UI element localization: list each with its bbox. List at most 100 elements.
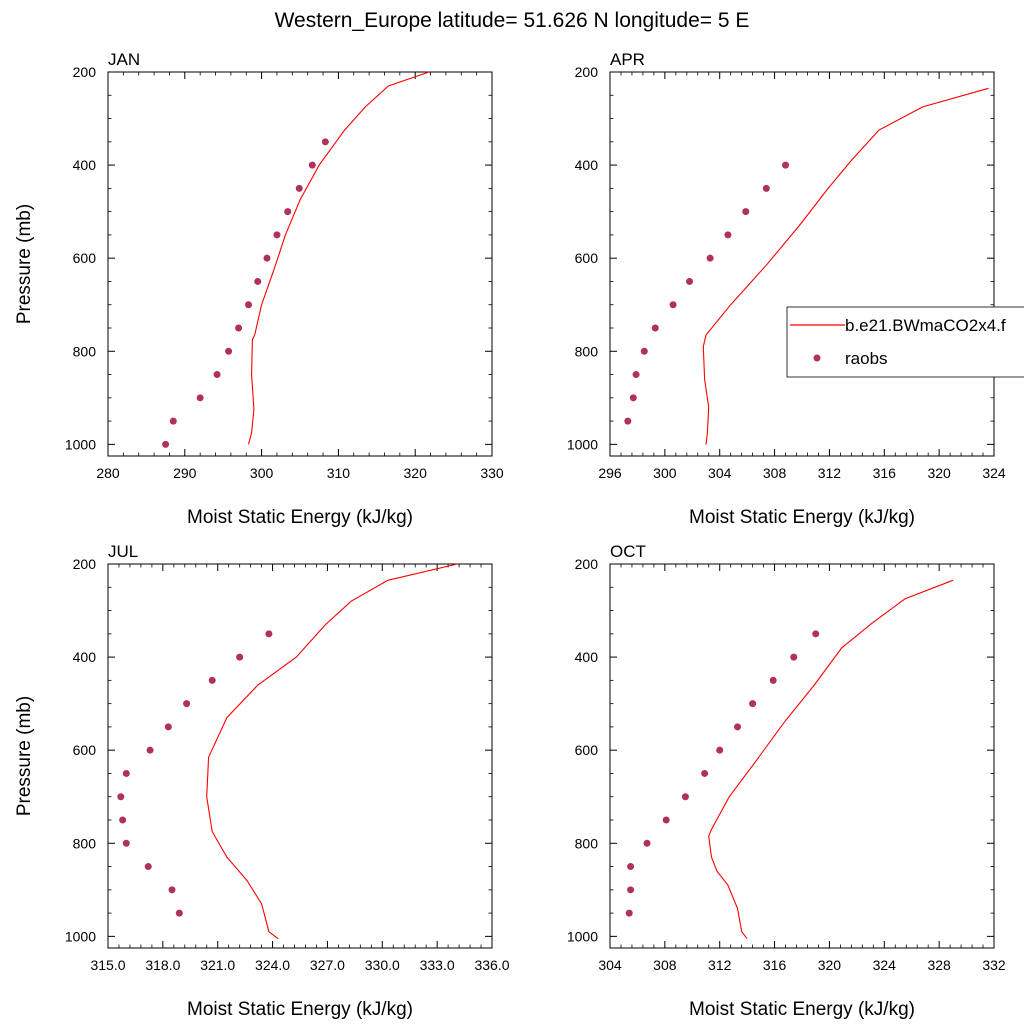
raobs-point <box>632 371 640 379</box>
raobs-point <box>627 863 635 871</box>
raobs-point <box>812 630 820 638</box>
raobs-point <box>273 231 281 239</box>
x-tick-label: 308 <box>763 465 787 481</box>
y-axis-title: Pressure (mb) <box>14 696 35 816</box>
x-tick-label: 318.0 <box>145 957 180 973</box>
x-tick-label: 315.0 <box>90 957 125 973</box>
plot-frame <box>107 563 493 949</box>
raobs-point <box>321 138 329 146</box>
raobs-point <box>254 277 262 285</box>
y-tick-label: 600 <box>73 250 97 266</box>
raobs-point <box>146 746 154 754</box>
raobs-point <box>624 417 632 425</box>
raobs-point <box>640 347 648 355</box>
y-tick-label: 200 <box>575 556 599 572</box>
panel-label: JUL <box>108 542 138 561</box>
x-tick-label: 336.0 <box>474 957 509 973</box>
y-tick-label: 1000 <box>567 928 598 944</box>
x-tick-label: 320 <box>404 465 428 481</box>
raobs-point <box>681 793 689 801</box>
raobs-point <box>701 769 709 777</box>
y-tick-label: 800 <box>575 835 599 851</box>
y-tick-label: 1000 <box>65 928 96 944</box>
y-tick-label: 800 <box>73 343 97 359</box>
raobs-point <box>706 254 714 262</box>
x-axis-title: Moist Static Energy (kJ/kg) <box>689 999 915 1020</box>
series-line-model <box>708 579 954 940</box>
x-tick-label: 324 <box>982 465 1006 481</box>
x-axis-title: Moist Static Energy (kJ/kg) <box>187 507 413 528</box>
panel-jan: JAN 280 290 300 310 320 330 200 400 600 800 1000 Moi… <box>14 50 504 528</box>
plot-frame <box>609 71 995 457</box>
x-tick-label: 316 <box>873 465 897 481</box>
panel-label: OCT <box>610 542 646 561</box>
series-line-model <box>206 563 458 940</box>
y-tick-label: 1000 <box>567 436 598 452</box>
x-tick-label: 312 <box>708 957 732 973</box>
raobs-point <box>208 676 216 684</box>
x-tick-label: 308 <box>653 957 677 973</box>
y-tick-label: 200 <box>73 556 97 572</box>
raobs-point <box>175 909 183 917</box>
raobs-point <box>295 184 303 192</box>
legend-box <box>786 306 1024 378</box>
y-tick-label: 600 <box>73 742 97 758</box>
raobs-point <box>235 324 243 332</box>
legend-marker-swatch <box>813 354 821 362</box>
figure-title: Western_Europe latitude= 51.626 N longit… <box>275 9 750 32</box>
plot-frame <box>609 563 995 949</box>
x-tick-label: 320 <box>818 957 842 973</box>
panel-oct: OCT 304 308 312 316 320 324 328 332 200 400 600 800 1… <box>567 542 1006 1020</box>
x-axis-title: Moist Static Energy (kJ/kg) <box>689 507 915 528</box>
raobs-point <box>669 301 677 309</box>
x-tick-label: 327.0 <box>310 957 345 973</box>
y-tick-label: 800 <box>575 343 599 359</box>
raobs-point <box>122 769 130 777</box>
legend-label-model: b.e21.BWmaCO2x4.f <box>845 316 1006 335</box>
raobs-point <box>762 184 770 192</box>
raobs-point <box>662 816 670 824</box>
y-tick-label: 400 <box>575 649 599 665</box>
y-tick-label: 600 <box>575 250 599 266</box>
x-tick-label: 296 <box>598 465 622 481</box>
raobs-point <box>213 371 221 379</box>
x-tick-label: 332 <box>982 957 1006 973</box>
y-tick-label: 400 <box>73 649 97 665</box>
raobs-point <box>144 863 152 871</box>
raobs-point <box>625 909 633 917</box>
raobs-point <box>651 324 659 332</box>
raobs-point <box>183 700 191 708</box>
raobs-point <box>627 886 635 894</box>
raobs-point <box>716 746 724 754</box>
series-line-model <box>247 71 430 445</box>
y-tick-label: 400 <box>73 157 97 173</box>
y-tick-label: 200 <box>575 64 599 80</box>
x-tick-label: 290 <box>173 465 197 481</box>
x-tick-label: 330 <box>480 465 504 481</box>
raobs-point <box>724 231 732 239</box>
raobs-point <box>742 208 750 216</box>
x-tick-label: 310 <box>327 465 351 481</box>
raobs-point <box>117 793 125 801</box>
x-tick-label: 320 <box>927 465 951 481</box>
panels: JAN 280 290 300 310 320 330 200 400 600 800 1000 Moi… <box>14 50 1006 1020</box>
series-line-model <box>702 87 989 445</box>
raobs-point <box>263 254 271 262</box>
y-tick-label: 1000 <box>65 436 96 452</box>
x-axis-title: Moist Static Energy (kJ/kg) <box>187 999 413 1020</box>
plot-frame <box>107 71 493 457</box>
legend: b.e21.BWmaCO2x4.f raobs <box>786 306 1024 378</box>
panel-label: JAN <box>108 50 140 69</box>
raobs-point <box>265 630 273 638</box>
y-tick-label: 800 <box>73 835 97 851</box>
raobs-point <box>643 839 651 847</box>
y-tick-label: 200 <box>73 64 97 80</box>
raobs-point <box>119 816 127 824</box>
raobs-point <box>769 676 777 684</box>
x-tick-label: 316 <box>763 957 787 973</box>
x-tick-label: 321.0 <box>200 957 235 973</box>
raobs-point <box>790 653 798 661</box>
raobs-point <box>686 277 694 285</box>
raobs-point <box>162 440 170 448</box>
